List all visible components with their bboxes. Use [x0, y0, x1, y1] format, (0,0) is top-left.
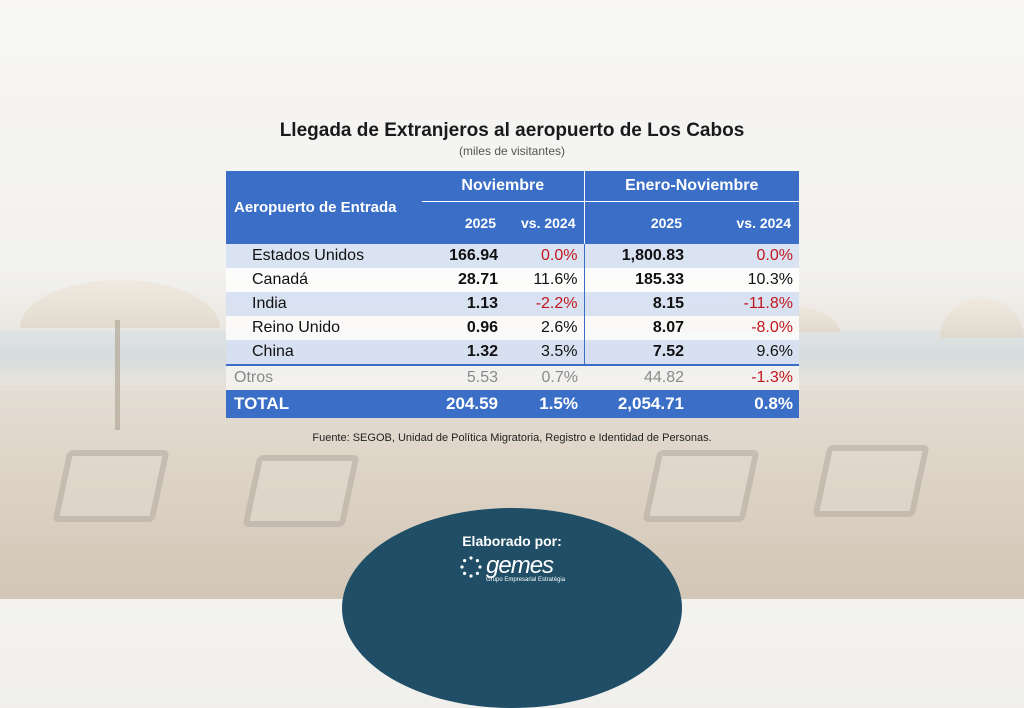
cell-ytd-2025: 1,800.83	[583, 244, 690, 268]
total-ytd-vs: 0.8%	[690, 390, 799, 418]
header-row-groups: Aeropuerto de Entrada Noviembre Enero-No…	[226, 171, 799, 244]
cell-month-vs: 11.6%	[504, 268, 584, 292]
row-name: Canadá	[226, 268, 422, 292]
cell-ytd-vs: -1.3%	[690, 364, 799, 390]
row-name: India	[226, 292, 422, 316]
cell-ytd-vs: -8.0%	[690, 316, 799, 340]
col-header-vs-ytd: vs. 2024	[690, 201, 799, 244]
cell-month-2025: 28.71	[422, 268, 504, 292]
cell-ytd-2025: 7.52	[583, 340, 690, 365]
header-row-columns: 2025 vs. 2024 2025 vs. 2024	[226, 201, 799, 244]
col-header-2025-ytd: 2025	[583, 201, 690, 244]
total-ytd-2025: 2,054.71	[584, 390, 690, 418]
gemes-logo: gemes Grupo Empresarial Estratégia	[460, 552, 570, 586]
cell-month-2025: 1.32	[422, 340, 504, 365]
cell-month-2025: 0.96	[422, 316, 504, 340]
table-row: Estados Unidos 166.94 0.0% 1,800.83 0.0%	[226, 244, 799, 268]
total-month-2025: 204.59	[422, 390, 504, 418]
table-row: Canadá 28.71 11.6% 185.33 10.3%	[226, 268, 799, 292]
cell-month-vs: 0.7%	[504, 364, 584, 390]
table-row: India 1.13 -2.2% 8.15 -11.8%	[226, 292, 799, 316]
group-header-ytd: Enero-Noviembre	[583, 171, 799, 202]
group-header-month: Noviembre	[422, 171, 584, 202]
row-name: Estados Unidos	[226, 244, 422, 268]
entry-header: Aeropuerto de Entrada	[226, 171, 422, 244]
cell-ytd-vs: -11.8%	[690, 292, 799, 316]
col-header-2025-month: 2025	[422, 201, 504, 244]
total-month-vs: 1.5%	[504, 390, 584, 418]
logo-tagline: Grupo Empresarial Estratégia	[486, 577, 566, 583]
table-row: Reino Unido 0.96 2.6% 8.07 -8.0%	[226, 316, 799, 340]
page-title: Llegada de Extranjeros al aeropuerto de …	[279, 120, 745, 141]
credit-label: Elaborado por:	[462, 533, 562, 549]
cell-month-2025: 166.94	[422, 244, 504, 268]
arrivals-table: Aeropuerto de Entrada Noviembre Enero-No…	[226, 171, 799, 418]
cell-month-2025: 5.53	[422, 364, 504, 390]
cell-ytd-2025: 185.33	[583, 268, 690, 292]
logo-wordmark: gemes	[486, 552, 554, 579]
cell-month-2025: 1.13	[422, 292, 504, 316]
source-note: Fuente: SEGOB, Unidad de Política Migrat…	[312, 432, 712, 444]
cell-ytd-2025: 44.82	[584, 364, 690, 390]
cell-month-vs: -2.2%	[504, 292, 584, 316]
col-header-vs-month: vs. 2024	[504, 201, 584, 244]
dots-circle-icon	[460, 556, 482, 578]
cell-month-vs: 3.5%	[504, 340, 584, 365]
table-row-otros: Otros 5.53 0.7% 44.82 -1.3%	[226, 364, 799, 390]
cell-ytd-vs: 0.0%	[690, 244, 799, 268]
row-name: Reino Unido	[226, 316, 422, 340]
cell-ytd-vs: 9.6%	[690, 340, 799, 365]
row-name: China	[226, 340, 422, 365]
row-name: Otros	[226, 364, 422, 390]
table-row: China 1.32 3.5% 7.52 9.6%	[226, 340, 799, 365]
cell-ytd-2025: 8.15	[583, 292, 690, 316]
cell-ytd-2025: 8.07	[583, 316, 690, 340]
cell-month-vs: 2.6%	[504, 316, 584, 340]
table-row-total: TOTAL 204.59 1.5% 2,054.71 0.8%	[226, 390, 799, 418]
page-subtitle: (miles de visitantes)	[458, 144, 566, 158]
total-label: TOTAL	[226, 390, 422, 418]
cell-month-vs: 0.0%	[504, 244, 584, 268]
cell-ytd-vs: 10.3%	[690, 268, 799, 292]
umbrella-pole-left	[115, 320, 120, 430]
